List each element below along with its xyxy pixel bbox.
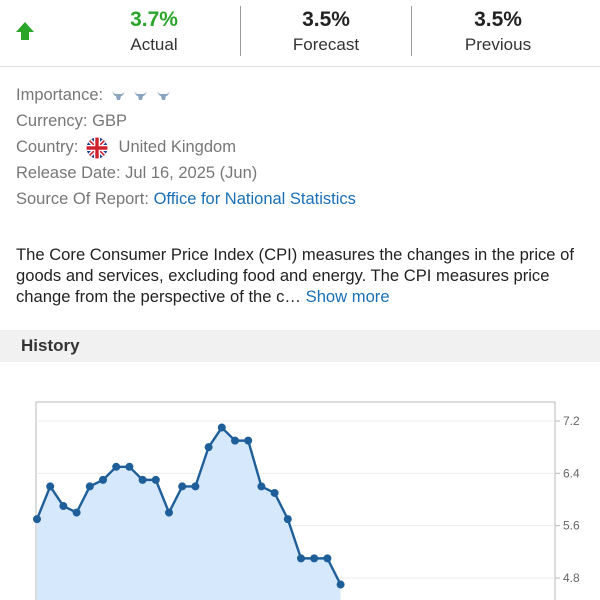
importance-row: Importance: [16,82,586,108]
forecast-stat: 3.5% Forecast [246,6,406,56]
currency-label: Currency: [16,112,88,130]
data-point [178,482,187,491]
data-point [125,462,134,471]
release-date-row: Release Date: Jul 16, 2025 (Jun) [16,160,586,186]
currency-value: GBP [92,112,127,130]
history-header: History [0,330,600,362]
data-point [151,475,160,484]
divider [240,6,241,56]
currency-row: Currency: GBP [16,108,586,134]
data-point [336,580,345,589]
source-label: Source Of Report: [16,190,149,208]
data-point [204,443,213,452]
source-link[interactable]: Office for National Statistics [153,190,356,208]
previous-stat: 3.5% Previous [418,6,578,56]
bull-icon [156,91,170,101]
bull-icon [111,91,125,101]
y-tick-label: 7.2 [563,414,580,428]
bull-icon [134,91,148,101]
data-point [99,475,107,484]
data-point [231,436,239,445]
history-chart: 7.2 6.4 5.6 4.8 [0,362,600,600]
data-point [191,482,200,491]
data-point [72,508,81,517]
y-tick-label: 4.8 [563,571,580,585]
data-point [297,554,305,563]
release-date-label: Release Date: [16,164,121,182]
actual-label: Actual [130,35,178,54]
data-point [138,475,147,484]
arrow-up-icon [16,22,34,40]
data-point [270,488,279,497]
forecast-value: 3.5% [302,8,350,31]
release-date-value: Jul 16, 2025 (Jun) [125,164,258,182]
y-tick-label: 6.4 [563,466,580,480]
history-chart-svg: 7.2 6.4 5.6 4.8 [33,401,580,600]
previous-value: 3.5% [474,8,522,31]
importance-label: Importance: [16,86,104,104]
event-details: Importance: Currency: GBP Country: [16,82,586,212]
actual-stat: 3.7% Actual [74,6,234,56]
data-point [59,502,68,511]
previous-label: Previous [464,35,532,54]
series-line [35,426,342,586]
data-point [257,482,266,491]
country-label: Country: [16,138,79,156]
data-point [244,436,253,445]
country-value: United Kingdom [118,138,236,156]
description-text: The Core Consumer Price Index (CPI) meas… [16,245,574,306]
show-more-link[interactable]: Show more [305,287,390,306]
y-tick-label: 5.6 [563,519,580,533]
data-point [112,462,121,471]
forecast-label: Forecast [292,35,360,54]
history-title: History [21,336,80,355]
actual-value: 3.7% [130,8,178,31]
data-point [33,515,41,524]
data-point [46,482,55,491]
event-description: The Core Consumer Price Index (CPI) meas… [16,244,588,307]
data-point [85,482,94,491]
source-row: Source Of Report: Office for National St… [16,186,586,212]
data-point [283,515,292,524]
data-point [310,554,319,563]
country-row: Country: United Kingdom [16,134,586,160]
divider [411,6,412,56]
stats-row: 3.7% Actual 3.5% Forecast 3.5% Previous [0,0,600,67]
uk-flag-icon [86,137,108,159]
data-point [217,423,226,432]
data-point [323,554,332,563]
data-point [165,508,173,517]
